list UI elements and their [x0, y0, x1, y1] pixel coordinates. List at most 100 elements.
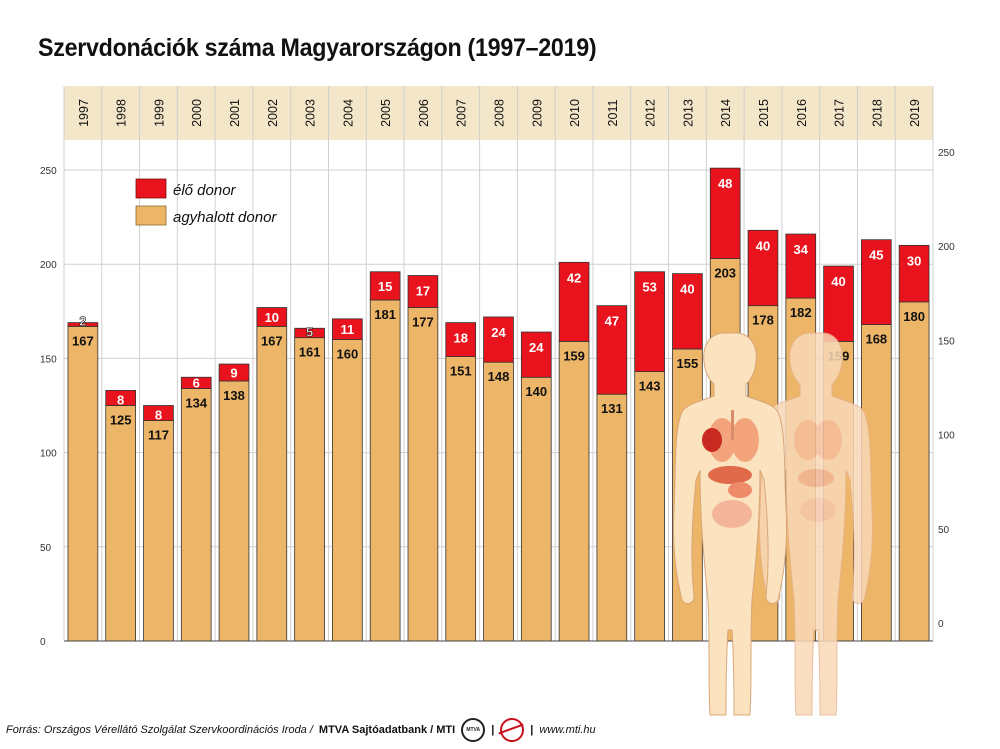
data-label-living: 2: [79, 313, 86, 328]
bar-brain-dead: [596, 393, 628, 642]
bar-brain-dead: [898, 301, 930, 642]
data-label-brain-dead: 140: [525, 384, 547, 399]
y-tick-label-left: 150: [40, 354, 57, 365]
bar-living: [898, 244, 930, 303]
legend-swatch-brain-dead: [135, 205, 167, 226]
bar-brain-dead: [407, 307, 439, 642]
mtva-logo-text: MTVA: [466, 727, 481, 733]
x-tick-label: 2017: [833, 99, 847, 127]
data-label-brain-dead: 160: [337, 347, 359, 362]
bar-living: [180, 376, 212, 389]
data-label-living: 40: [831, 274, 845, 289]
y-tick-label-right: 50: [938, 525, 950, 536]
data-label-brain-dead: 161: [299, 345, 321, 360]
bar-living: [105, 390, 136, 406]
bar-brain-dead: [445, 356, 477, 642]
data-label-living: 40: [756, 238, 770, 253]
separator: |: [491, 724, 495, 736]
data-label-brain-dead: 182: [790, 305, 812, 320]
data-label-living: 34: [794, 242, 809, 257]
bar-living: [256, 307, 288, 327]
source-text: Forrás: Országos Vérellátó Szolgálat Sze…: [6, 724, 313, 736]
bar-living: [747, 229, 779, 307]
year-band: [64, 86, 933, 140]
y-tick-label-left: 100: [40, 449, 57, 460]
bar-living: [67, 322, 99, 327]
data-label-brain-dead: 178: [752, 313, 774, 328]
data-label-brain-dead: 159: [563, 348, 585, 363]
bar-brain-dead: [332, 339, 363, 642]
bar-living: [596, 305, 628, 395]
y-tick-label-right: 0: [938, 619, 944, 630]
data-label-brain-dead: 151: [450, 364, 472, 379]
data-label-brain-dead: 180: [903, 309, 925, 324]
bar-living: [672, 273, 703, 350]
x-tick-label: 2006: [417, 99, 431, 127]
data-label-living: 48: [718, 176, 732, 191]
bar-brain-dead: [218, 380, 250, 642]
data-label-living: 24: [529, 340, 544, 355]
bar-brain-dead: [634, 371, 665, 642]
bar-living: [294, 327, 325, 339]
data-label-brain-dead: 125: [110, 413, 132, 428]
y-axis-left: 0 50 100 150 200 250: [40, 166, 57, 648]
y-tick-label-right: 250: [938, 148, 955, 159]
bar-living: [445, 322, 477, 357]
x-tick-label: 2007: [455, 99, 469, 127]
human-figure-back: [758, 332, 874, 716]
separator: |: [530, 724, 534, 736]
data-label-brain-dead: 131: [601, 401, 623, 416]
y-tick-label-left: 200: [40, 260, 57, 271]
x-tick-label: 2004: [341, 99, 355, 127]
x-tick-label: 2000: [190, 99, 204, 127]
bar-brain-dead: [558, 341, 590, 642]
y-tick-label-right: 200: [938, 242, 955, 253]
mti-logo-icon: [500, 718, 525, 742]
data-label-brain-dead: 134: [185, 396, 207, 411]
bar-living: [785, 233, 817, 299]
bar-living: [520, 331, 552, 378]
y-tick-label-right: 100: [938, 431, 955, 442]
data-label-living: 11: [340, 322, 354, 337]
url-link[interactable]: www.mti.hu: [539, 724, 596, 736]
bar-brain-dead: [483, 361, 514, 642]
x-tick-label: 2014: [719, 99, 733, 127]
bar-brain-dead: [105, 405, 136, 642]
data-label-brain-dead: 117: [148, 428, 169, 443]
x-tick-label: 2001: [228, 99, 242, 127]
brand-text: MTVA Sajtóadatbank / MTI: [318, 724, 456, 736]
data-label-living: 30: [907, 253, 921, 268]
legend-label-brain-dead: agyhalott donor: [173, 209, 277, 226]
y-tick-label-left: 0: [40, 637, 46, 648]
bar-living: [558, 261, 590, 342]
y-tick-label-left: 250: [40, 166, 57, 177]
x-tick-label: 2009: [530, 99, 544, 127]
data-label-living: 8: [155, 408, 162, 423]
bar-living: [143, 405, 174, 421]
legend: élő donor agyhalott donor: [135, 178, 277, 226]
data-label-brain-dead: 148: [488, 369, 510, 384]
data-label-living: 24: [491, 325, 506, 340]
bar-living: [483, 316, 514, 363]
data-label-living: 18: [453, 331, 467, 346]
x-tick-label: 2018: [870, 99, 884, 127]
data-label-living: 10: [265, 310, 279, 325]
data-label-living: 8: [117, 393, 124, 408]
x-tick-label: 1997: [77, 99, 91, 127]
legend-label-living: élő donor: [173, 182, 237, 199]
x-tick-label: 2019: [908, 99, 922, 127]
data-label-living: 45: [869, 248, 883, 263]
x-tick-label: 2016: [795, 99, 809, 127]
bar-living: [369, 271, 401, 301]
data-label-brain-dead: 167: [261, 333, 283, 348]
data-label-living: 40: [680, 282, 694, 297]
footer: Forrás: Országos Vérellátó Szolgálat Sze…: [6, 718, 596, 742]
data-label-brain-dead: 155: [677, 356, 699, 371]
bar-living: [332, 318, 363, 340]
data-label-living: 15: [378, 279, 392, 294]
human-body-illustration: [672, 332, 874, 716]
data-label-living: 17: [416, 284, 430, 299]
legend-swatch-living: [135, 178, 167, 199]
x-tick-label: 2015: [757, 99, 771, 127]
